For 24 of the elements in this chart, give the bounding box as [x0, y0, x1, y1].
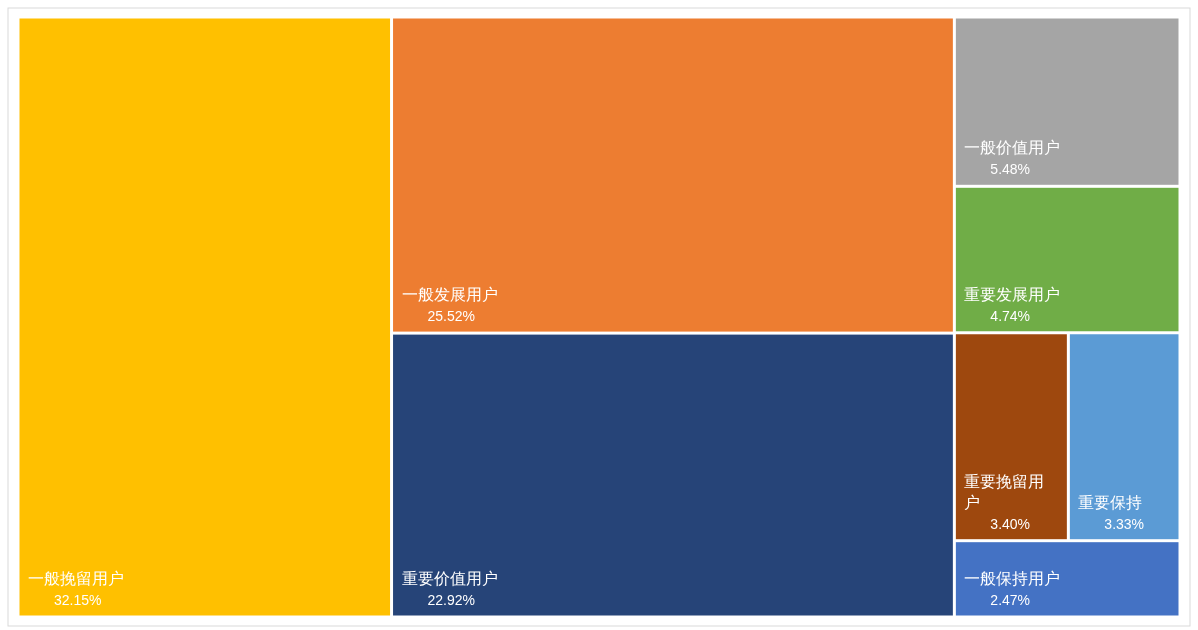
category-label: 一般发展用户 — [401, 286, 498, 304]
data-label: 5.48% — [990, 161, 1031, 178]
cell: 重要价值用户 22.92% — [393, 334, 953, 616]
category-label: 一般挽留用户 — [28, 570, 124, 587]
category-label: 一般价值用户 — [964, 139, 1061, 157]
data-label: 25.52% — [427, 308, 476, 325]
category-label: 一般保持用户 — [964, 570, 1061, 587]
cell: 重要保持 3.33% — [1069, 334, 1179, 540]
cell: 重要挽留用户 3.40% — [955, 334, 1067, 540]
data-label: 22.92% — [427, 592, 476, 608]
data-label: 3.33% — [1104, 515, 1145, 532]
data-label: 2.47% — [990, 592, 1031, 608]
category-label: 重要保持 — [1078, 493, 1143, 511]
category-label: 重要挽留用户 — [964, 472, 1045, 511]
data-label: 3.40% — [990, 515, 1031, 532]
cell: 一般挽留用户 32.15% — [19, 18, 391, 616]
cell: 一般价值用户 5.48% — [955, 18, 1179, 185]
cell: 一般保持用户 2.47% — [955, 542, 1179, 616]
data-label: 4.74% — [990, 307, 1031, 324]
cell: 一般发展用户 25.52% — [393, 18, 953, 332]
category-label: 重要发展用户 — [964, 285, 1061, 303]
cell: 重要发展用户 4.74% — [955, 187, 1179, 332]
data-label: 32.15% — [54, 592, 102, 608]
category-label: 重要价值用户 — [401, 570, 498, 587]
